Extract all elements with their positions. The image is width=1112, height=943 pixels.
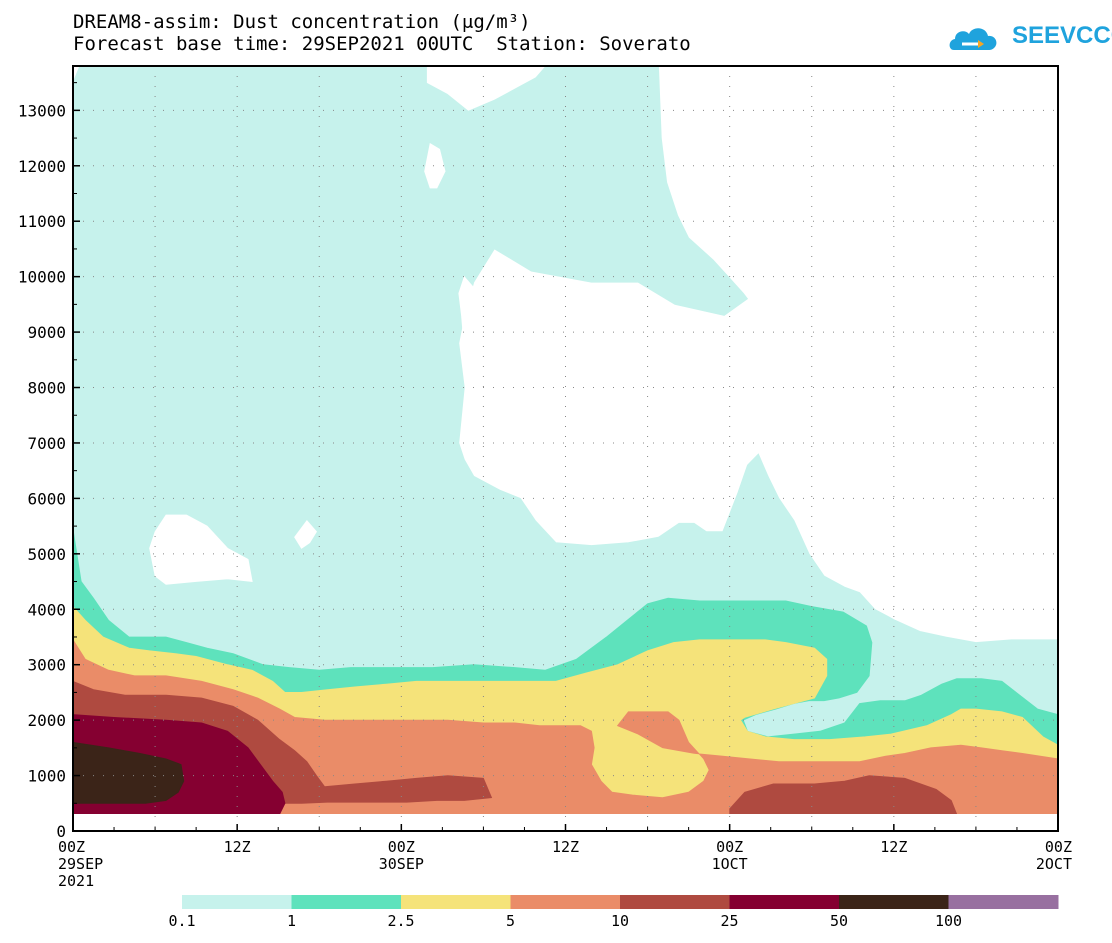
y-tick-label: 12000 [18, 157, 66, 176]
y-tick-label: 2000 [27, 711, 66, 730]
colorbar-swatch [620, 895, 730, 909]
y-tick-label: 1000 [27, 767, 66, 786]
contour-level-50-7 [72, 741, 185, 804]
contour-level-10-5 [729, 775, 958, 815]
contour-blank-9 [426, 65, 546, 111]
colorbar-label: 5 [506, 912, 515, 930]
x-tick-label: 2OCT [1036, 855, 1072, 873]
y-tick-label: 6000 [27, 489, 66, 508]
x-tick-label: 1OCT [712, 855, 748, 873]
y-tick-label: 3000 [27, 656, 66, 675]
x-tick-label: 12Z [880, 838, 907, 856]
x-tick-label: 2021 [58, 872, 94, 890]
colorbar-swatch [948, 895, 1059, 909]
contour-blank-13 [294, 519, 317, 549]
x-tick-label: 00Z [1045, 838, 1072, 856]
x-tick-label: 29SEP [58, 855, 103, 873]
colorbar-swatch [510, 895, 621, 909]
y-tick-label: 7000 [27, 434, 66, 453]
y-tick-label: 11000 [18, 212, 66, 231]
x-tick-label: 12Z [224, 838, 251, 856]
colorbar-label: 0.1 [168, 912, 195, 930]
y-tick-label: 10000 [18, 268, 66, 287]
x-tick-label: 12Z [552, 838, 579, 856]
x-tick-label: 00Z [716, 838, 743, 856]
y-tick-label: 0 [56, 822, 66, 841]
x-tick-label: 30SEP [379, 855, 424, 873]
cloud-logo-icon [949, 28, 997, 50]
plot-fill [72, 65, 1059, 832]
chart-title: DREAM8-assim: Dust concentration (μg/m³) [73, 11, 531, 33]
y-tick-label: 9000 [27, 323, 66, 342]
y-tick-label: 13000 [18, 101, 66, 120]
colorbar-swatch [401, 895, 511, 909]
colorbar-swatch [729, 895, 840, 909]
colorbar-swatch [291, 895, 402, 909]
colorbar-label: 2.5 [387, 912, 414, 930]
logo-text: SEEVCCC [1012, 22, 1112, 49]
colorbar-label: 1 [287, 912, 296, 930]
x-tick-label: 00Z [388, 838, 415, 856]
colorbar-swatch [182, 895, 292, 909]
colorbar-label: 50 [830, 912, 848, 930]
y-axis: 0 1000 2000 3000 4000 5000 6000 7000 8000 9000 100… [18, 82, 80, 841]
chart-subtitle: Forecast base time: 29SEP2021 00UTC Stat… [73, 33, 691, 55]
colorbar-label: 10 [611, 912, 629, 930]
y-tick-label: 5000 [27, 545, 66, 564]
grid-lines [73, 66, 1058, 831]
colorbar-swatch [839, 895, 949, 909]
colorbar-legend: 0.1 1 2.5 5 10 25 50 100 [168, 895, 1059, 930]
y-tick-label: 8000 [27, 379, 66, 398]
contour-blank-11 [458, 275, 480, 350]
colorbar-label: 100 [935, 912, 962, 930]
contour-blank-10 [424, 142, 446, 189]
y-tick-label: 4000 [27, 600, 66, 619]
x-tick-label: 00Z [58, 838, 85, 856]
colorbar-label: 25 [720, 912, 738, 930]
